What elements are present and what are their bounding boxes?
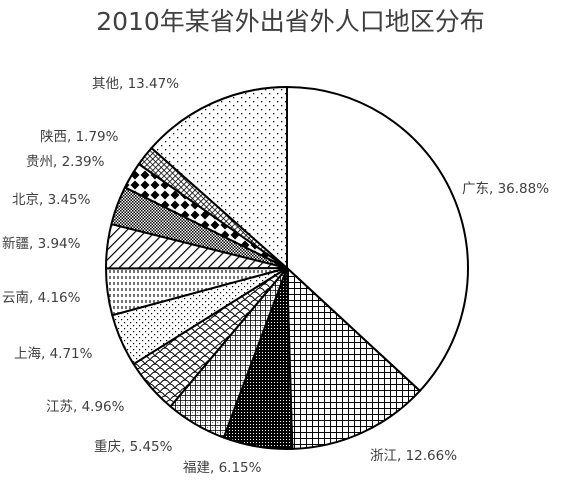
slice-label-5: 上海, 4.71%: [14, 346, 93, 362]
pie-slice-11: [150, 86, 288, 269]
chart-title: 2010年某省外出省外人口地区分布: [96, 7, 485, 36]
slice-label-1: 浙江, 12.66%: [370, 448, 457, 464]
slice-label-8: 北京, 3.45%: [12, 192, 91, 208]
slice-label-6: 云南, 4.16%: [2, 290, 81, 306]
slice-label-4: 江苏, 4.96%: [46, 399, 125, 415]
pie-slice-0: [286, 86, 469, 392]
slice-label-7: 新疆, 3.94%: [2, 236, 81, 252]
slice-label-9: 贵州, 2.39%: [26, 154, 105, 170]
slice-label-0: 广东, 36.88%: [462, 181, 549, 197]
pie-slices: [104, 86, 469, 450]
slice-label-10: 陕西, 1.79%: [40, 129, 119, 145]
pie-labels: 广东, 36.88% 浙江, 12.66% 福建, 6.15% 重庆, 5.45% 江苏…: [2, 76, 549, 476]
pie-slice-1: [286, 267, 421, 450]
slice-label-3: 重庆, 5.45%: [94, 439, 173, 455]
slice-label-11: 其他, 13.47%: [92, 76, 179, 92]
slice-label-2: 福建, 6.15%: [183, 460, 262, 476]
